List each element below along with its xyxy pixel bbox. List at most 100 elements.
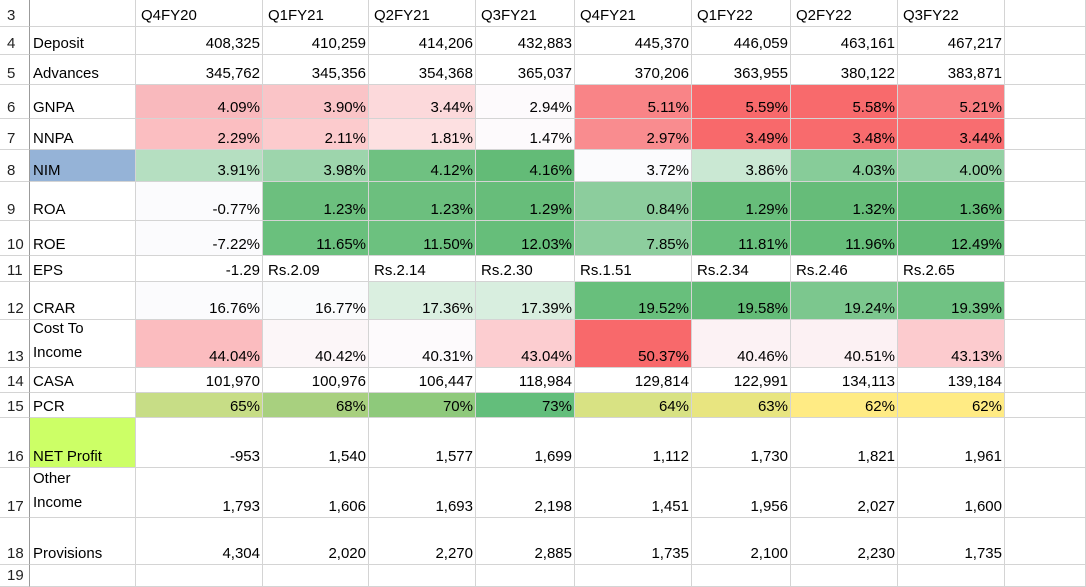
value-cell[interactable]: 17.36% — [369, 282, 476, 320]
value-cell[interactable]: Rs.2.30 — [476, 256, 575, 282]
value-cell[interactable]: 4.16% — [476, 150, 575, 182]
value-cell[interactable]: 0.84% — [575, 182, 692, 221]
value-cell[interactable] — [791, 565, 898, 587]
value-cell[interactable]: 19.39% — [898, 282, 1005, 320]
value-cell[interactable]: Rs.1.51 — [575, 256, 692, 282]
value-cell[interactable]: 68% — [263, 393, 369, 418]
value-cell[interactable]: 1,693 — [369, 468, 476, 518]
value-cell[interactable]: 4,304 — [136, 518, 263, 565]
value-cell[interactable]: 3.86% — [692, 150, 791, 182]
value-cell[interactable]: 354,368 — [369, 55, 476, 85]
value-cell[interactable]: 1,540 — [263, 418, 369, 468]
value-cell[interactable]: 1,600 — [898, 468, 1005, 518]
row-label-cell[interactable]: Provisions — [30, 518, 136, 565]
empty-cell[interactable] — [1005, 182, 1086, 221]
value-cell[interactable]: 3.72% — [575, 150, 692, 182]
value-cell[interactable]: 44.04% — [136, 320, 263, 368]
value-cell[interactable]: 1,451 — [575, 468, 692, 518]
value-cell[interactable]: 5.58% — [791, 85, 898, 119]
value-cell[interactable]: 2,230 — [791, 518, 898, 565]
value-cell[interactable]: 432,883 — [476, 27, 575, 55]
value-cell[interactable] — [263, 565, 369, 587]
value-cell[interactable]: 4.00% — [898, 150, 1005, 182]
row-label-cell[interactable]: NET Profit — [30, 418, 136, 468]
value-cell[interactable]: Rs.2.46 — [791, 256, 898, 282]
empty-cell[interactable] — [1005, 418, 1086, 468]
row-label-cell[interactable]: Other Income — [30, 468, 136, 518]
empty-cell[interactable] — [1005, 119, 1086, 150]
row-label-cell[interactable]: ROA — [30, 182, 136, 221]
value-cell[interactable]: 345,356 — [263, 55, 369, 85]
value-cell[interactable]: 445,370 — [575, 27, 692, 55]
value-cell[interactable]: 1,961 — [898, 418, 1005, 468]
value-cell[interactable]: 40.42% — [263, 320, 369, 368]
row-header[interactable]: 8 — [0, 150, 30, 182]
empty-cell[interactable] — [1005, 150, 1086, 182]
value-cell[interactable]: 467,217 — [898, 27, 1005, 55]
row-label-cell[interactable]: Advances — [30, 55, 136, 85]
value-cell[interactable]: 1.29% — [476, 182, 575, 221]
value-cell[interactable]: 1.32% — [791, 182, 898, 221]
value-cell[interactable]: 134,113 — [791, 368, 898, 393]
value-cell[interactable]: 43.04% — [476, 320, 575, 368]
value-cell[interactable]: 1.47% — [476, 119, 575, 150]
row-label-cell[interactable]: NIM — [30, 150, 136, 182]
value-cell[interactable]: 3.48% — [791, 119, 898, 150]
value-cell[interactable] — [575, 565, 692, 587]
value-cell[interactable]: 383,871 — [898, 55, 1005, 85]
row-header[interactable]: 12 — [0, 282, 30, 320]
value-cell[interactable]: -7.22% — [136, 221, 263, 256]
value-cell[interactable]: 106,447 — [369, 368, 476, 393]
value-cell[interactable]: 65% — [136, 393, 263, 418]
value-cell[interactable]: 40.31% — [369, 320, 476, 368]
row-header[interactable]: 18 — [0, 518, 30, 565]
value-cell[interactable]: -1.29 — [136, 256, 263, 282]
value-cell[interactable]: Rs.2.65 — [898, 256, 1005, 282]
value-cell[interactable]: 5.11% — [575, 85, 692, 119]
empty-cell[interactable] — [1005, 468, 1086, 518]
value-cell[interactable]: 122,991 — [692, 368, 791, 393]
value-cell[interactable]: 3.98% — [263, 150, 369, 182]
empty-cell[interactable] — [1005, 221, 1086, 256]
empty-cell[interactable] — [1005, 565, 1086, 587]
value-cell[interactable]: 11.96% — [791, 221, 898, 256]
value-cell[interactable]: 2.97% — [575, 119, 692, 150]
value-cell[interactable]: 16.76% — [136, 282, 263, 320]
row-label-cell[interactable]: EPS — [30, 256, 136, 282]
value-cell[interactable]: 5.21% — [898, 85, 1005, 119]
row-header[interactable]: 5 — [0, 55, 30, 85]
value-cell[interactable]: 11.50% — [369, 221, 476, 256]
value-cell[interactable]: -0.77% — [136, 182, 263, 221]
column-header-cell[interactable]: Q3FY22 — [898, 0, 1005, 27]
value-cell[interactable] — [692, 565, 791, 587]
value-cell[interactable]: 1,699 — [476, 418, 575, 468]
column-header-cell[interactable]: Q2FY22 — [791, 0, 898, 27]
column-header-cell[interactable]: Q1FY22 — [692, 0, 791, 27]
value-cell[interactable]: 11.65% — [263, 221, 369, 256]
value-cell[interactable]: 3.90% — [263, 85, 369, 119]
row-header[interactable]: 11 — [0, 256, 30, 282]
value-cell[interactable]: 1,821 — [791, 418, 898, 468]
column-header-cell[interactable]: Q4FY21 — [575, 0, 692, 27]
value-cell[interactable]: 17.39% — [476, 282, 575, 320]
value-cell[interactable]: 16.77% — [263, 282, 369, 320]
empty-cell[interactable] — [1005, 85, 1086, 119]
column-header-cell[interactable]: Q1FY21 — [263, 0, 369, 27]
value-cell[interactable]: 2,198 — [476, 468, 575, 518]
empty-cell[interactable] — [1005, 320, 1086, 368]
row-label-cell[interactable] — [30, 565, 136, 587]
value-cell[interactable]: 410,259 — [263, 27, 369, 55]
value-cell[interactable]: Rs.2.14 — [369, 256, 476, 282]
value-cell[interactable]: 50.37% — [575, 320, 692, 368]
empty-cell[interactable] — [1005, 368, 1086, 393]
value-cell[interactable]: 1.23% — [369, 182, 476, 221]
row-header[interactable]: 15 — [0, 393, 30, 418]
row-label-cell[interactable]: Deposit — [30, 27, 136, 55]
value-cell[interactable]: 11.81% — [692, 221, 791, 256]
row-label-cell[interactable]: GNPA — [30, 85, 136, 119]
value-cell[interactable]: Rs.2.09 — [263, 256, 369, 282]
column-header-cell[interactable]: Q3FY21 — [476, 0, 575, 27]
value-cell[interactable]: 408,325 — [136, 27, 263, 55]
value-cell[interactable]: 101,970 — [136, 368, 263, 393]
row-header[interactable]: 3 — [0, 0, 30, 27]
